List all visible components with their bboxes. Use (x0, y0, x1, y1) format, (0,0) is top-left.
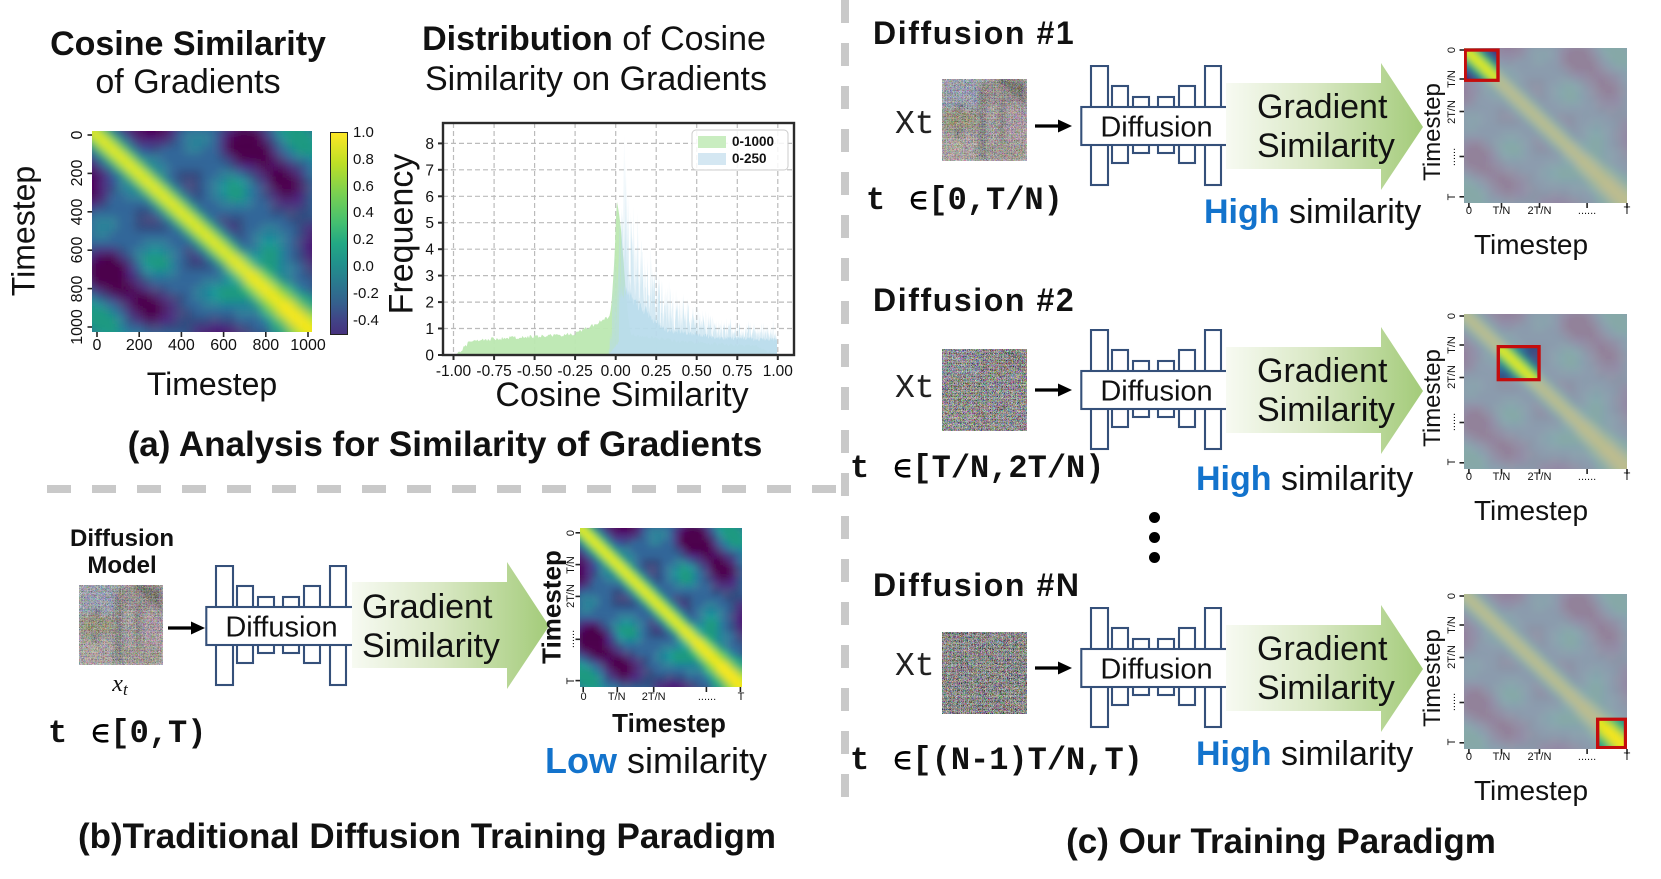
svg-text:6: 6 (425, 189, 434, 206)
svg-text:5: 5 (425, 215, 434, 232)
svg-text:Diffusion: Diffusion (1100, 112, 1212, 144)
svg-text:0.75: 0.75 (722, 363, 752, 380)
svg-text:0.25: 0.25 (641, 363, 671, 380)
svg-text:-0.75: -0.75 (476, 363, 511, 380)
svg-text:Diffusion: Diffusion (1100, 654, 1212, 686)
svg-text:0-1000: 0-1000 (732, 134, 774, 149)
svg-text:Diffusion: Diffusion (225, 612, 337, 644)
svg-text:7: 7 (425, 162, 434, 179)
svg-text:0: 0 (425, 348, 434, 365)
svg-text:4: 4 (425, 242, 434, 259)
svg-text:0.00: 0.00 (601, 363, 632, 380)
svg-text:2: 2 (425, 295, 434, 312)
svg-text:1.00: 1.00 (763, 363, 794, 380)
svg-text:-1.00: -1.00 (436, 363, 472, 380)
svg-text:-0.25: -0.25 (557, 363, 592, 380)
svg-text:8: 8 (425, 136, 434, 153)
svg-text:0-250: 0-250 (732, 151, 767, 166)
svg-text:-0.50: -0.50 (517, 363, 553, 380)
svg-text:3: 3 (425, 268, 434, 285)
svg-text:1: 1 (425, 321, 434, 338)
svg-text:Diffusion: Diffusion (1100, 376, 1212, 408)
svg-text:0.50: 0.50 (682, 363, 713, 380)
